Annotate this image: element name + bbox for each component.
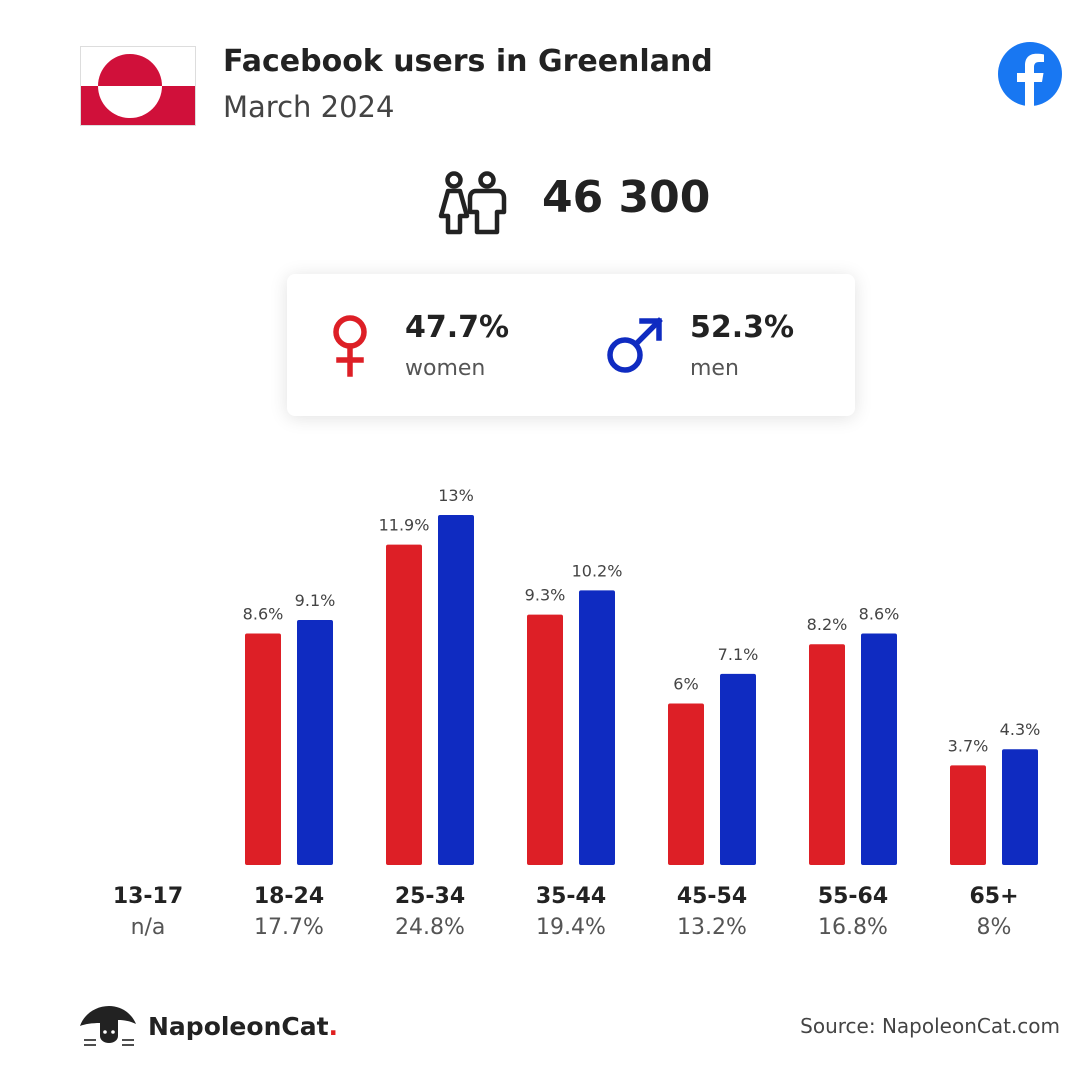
women-percentage: 47.7%: [405, 310, 510, 345]
age-group-total: n/a: [130, 915, 166, 940]
greenland-flag-icon: [80, 46, 196, 126]
bar-25-34-series-1: [438, 515, 474, 865]
total-users-value: 46 300: [542, 172, 711, 223]
napoleoncat-logo-icon: [80, 1006, 136, 1046]
age-group-total: 16.8%: [818, 915, 888, 940]
age-group-total: 24.8%: [395, 915, 465, 940]
age-group-label: 55-64: [817, 884, 889, 909]
chart-title: Facebook users in Greenland: [223, 44, 713, 79]
brand-name: NapoleonCat: [148, 1012, 329, 1041]
gender-split-card: [287, 274, 855, 416]
bar-value-label: 3.7%: [948, 736, 989, 755]
brand-dot: .: [328, 1012, 339, 1041]
age-group-total: 19.4%: [536, 915, 606, 940]
bar-65+-series-1: [1002, 749, 1038, 865]
age-group-label: 18-24: [253, 884, 325, 909]
bar-value-label: 13%: [438, 486, 474, 505]
age-gender-bar-chart: 8.6% 9.1% 11.9% 13% 9.3% 10.2% 6% 7.1% 8.2% 8.6% 3…: [243, 486, 1041, 865]
female-symbol-icon: [333, 315, 367, 377]
bar-45-54-series-0: [668, 703, 704, 865]
napoleoncat-brand: NapoleonCat.: [78, 1002, 338, 1052]
men-percentage: 52.3%: [690, 310, 795, 345]
bar-value-label: 9.3%: [525, 586, 566, 605]
age-group-55-64: 55-64 16.8%: [788, 884, 918, 940]
bar-55-64-series-1: [861, 633, 897, 865]
bar-value-label: 11.9%: [379, 516, 430, 535]
bar-value-label: 8.6%: [859, 604, 900, 623]
source-credit: Source: NapoleonCat.com: [800, 1014, 1060, 1038]
age-group-label: 35-44: [535, 884, 607, 909]
bar-value-label: 8.6%: [243, 604, 284, 623]
users-icon: [438, 171, 507, 235]
bar-18-24-series-0: [245, 633, 281, 865]
age-group-25-34: 25-34 24.8%: [365, 884, 495, 940]
bar-value-label: 4.3%: [1000, 720, 1041, 739]
men-label: men: [690, 356, 739, 381]
age-group-35-44: 35-44 19.4%: [506, 884, 636, 940]
bar-value-label: 6%: [673, 674, 698, 693]
age-group-label: 13-17: [112, 884, 184, 909]
chart-subtitle: March 2024: [223, 90, 395, 124]
age-group-total: 13.2%: [677, 915, 747, 940]
bar-35-44-series-1: [579, 590, 615, 865]
age-group-13-17: 13-17 n/a: [83, 884, 213, 940]
age-group-total: 17.7%: [254, 915, 324, 940]
bar-value-label: 9.1%: [295, 591, 336, 610]
bar-65+-series-0: [950, 765, 986, 865]
bar-25-34-series-0: [386, 544, 422, 865]
age-group-label: 25-34: [394, 884, 466, 909]
bar-value-label: 7.1%: [718, 645, 759, 664]
bar-55-64-series-0: [809, 644, 845, 865]
bar-value-label: 10.2%: [572, 561, 623, 580]
women-label: women: [405, 356, 486, 381]
age-group-45-54: 45-54 13.2%: [647, 884, 777, 940]
bar-45-54-series-1: [720, 673, 756, 865]
facebook-logo-icon: [998, 42, 1062, 106]
bar-35-44-series-0: [527, 614, 563, 865]
age-group-label: 45-54: [676, 884, 748, 909]
age-group-18-24: 18-24 17.7%: [224, 884, 354, 940]
age-group-65+: 65+ 8%: [929, 884, 1059, 940]
male-symbol-icon: [607, 317, 663, 373]
age-group-total: 8%: [976, 915, 1012, 940]
bar-value-label: 8.2%: [807, 615, 848, 634]
bar-18-24-series-1: [297, 620, 333, 865]
age-group-label: 65+: [969, 884, 1019, 909]
